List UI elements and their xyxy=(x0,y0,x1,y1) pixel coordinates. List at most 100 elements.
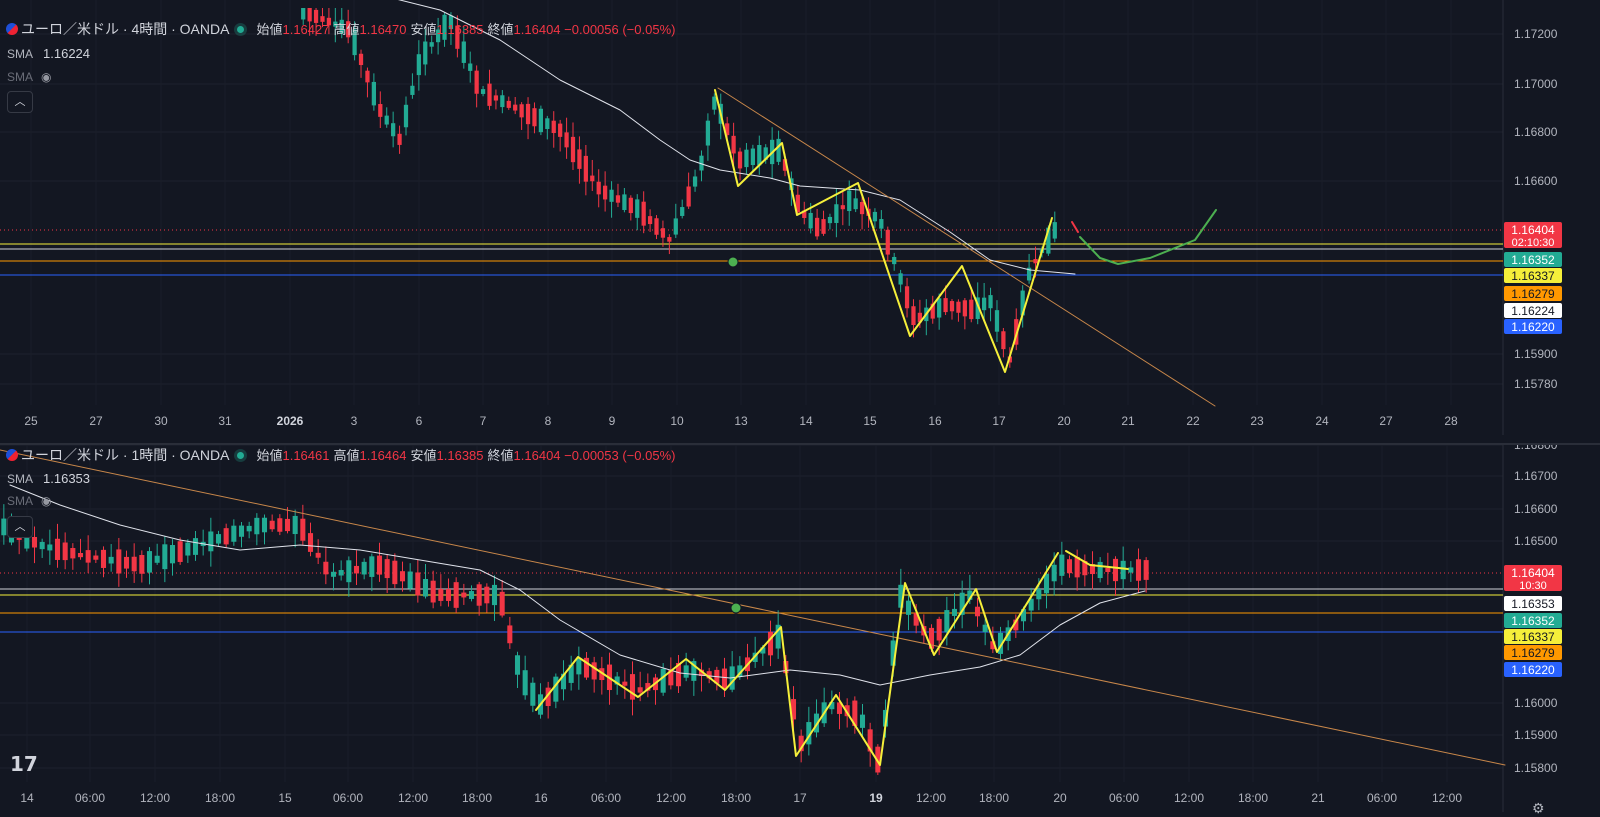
candle-body xyxy=(731,135,736,154)
candle-body xyxy=(668,669,674,686)
x-axis-tick-label: 30 xyxy=(154,414,168,428)
candle-body xyxy=(827,216,833,224)
candle-body xyxy=(139,555,145,574)
candle-body xyxy=(911,306,916,326)
eye-hidden-icon[interactable]: ◉ xyxy=(41,494,52,508)
eye-hidden-icon[interactable]: ◉ xyxy=(41,70,52,84)
candle-body xyxy=(487,83,492,106)
x-axis-tick-label: 7 xyxy=(480,414,487,428)
candle-body xyxy=(1074,556,1080,578)
x-axis-tick-label: 21 xyxy=(1121,414,1135,428)
market-status-icon xyxy=(237,452,245,459)
candle-body xyxy=(673,218,678,235)
candle-body xyxy=(215,534,222,544)
candle-body xyxy=(628,197,633,214)
chart-pane-4h[interactable]: 1.17200 1.17000 1.16800 1.16600 1.15900 1.157… xyxy=(0,0,1600,443)
candle-body xyxy=(1052,222,1057,239)
candle-body xyxy=(699,155,704,171)
sma-hidden-indicator-legend[interactable]: SMA ◉ xyxy=(7,70,52,84)
price-tag-countdown: 02:10:30 xyxy=(1512,237,1555,249)
symbol-title[interactable]: ユーロ／米ドル · 4時間 · OANDA xyxy=(21,21,230,37)
price-tag-label: 1.16352 xyxy=(1511,253,1555,267)
candle-body xyxy=(990,641,996,650)
collapse-legend-button[interactable]: ︿ xyxy=(7,91,33,113)
x-axis-tick-label: 3 xyxy=(351,414,358,428)
close-value: 1.16404 xyxy=(513,448,561,463)
candle-body xyxy=(93,555,99,560)
candle-body xyxy=(24,528,30,549)
symbol-legend[interactable]: ユーロ／米ドル · 4時間 · OANDA 始値1.16427 高値1.16470 安… xyxy=(6,19,675,39)
open-value: 1.16461 xyxy=(282,448,330,463)
candle-body xyxy=(560,673,567,690)
candle-body xyxy=(570,136,576,163)
x-axis-tick-label: 8 xyxy=(545,414,552,428)
candle-body xyxy=(499,591,505,616)
candle-body xyxy=(890,640,896,666)
candle-body xyxy=(1026,267,1032,281)
x-axis-tick-label: 28 xyxy=(1444,414,1458,428)
candle-body xyxy=(284,518,291,532)
x-axis-tick-label: 12:00 xyxy=(916,791,946,805)
candle-body xyxy=(737,151,743,169)
candle-body xyxy=(1028,598,1034,611)
candle-body xyxy=(474,70,479,94)
sma-name: SMA xyxy=(7,70,34,84)
candle-body xyxy=(834,204,839,223)
chart-pane-1h[interactable]: 1.16800 1.16700 1.16600 1.16500 1.16000 1.159… xyxy=(0,445,1600,817)
collapse-legend-button[interactable]: ︿ xyxy=(7,516,33,538)
candle-body xyxy=(892,256,897,265)
sma-hidden-indicator-legend[interactable]: SMA ◉ xyxy=(7,494,52,508)
candle-body xyxy=(480,89,486,94)
candle-body xyxy=(70,548,76,559)
x-axis-tick-label: 18:00 xyxy=(979,791,1009,805)
symbol-title[interactable]: ユーロ／米ドル · 1時間 · OANDA xyxy=(21,447,230,463)
candle-body xyxy=(622,681,628,686)
price-tag xyxy=(1504,286,1562,301)
candle-body xyxy=(706,671,712,679)
chevron-up-icon: ︿ xyxy=(14,96,26,108)
candle-body xyxy=(956,301,961,313)
candle-body xyxy=(323,561,329,575)
price-chart-1h[interactable]: 1.16800 1.16700 1.16600 1.16500 1.16000 1.159… xyxy=(0,445,1600,817)
candle-body xyxy=(712,96,717,110)
sma-name: SMA xyxy=(7,47,34,61)
candle-body xyxy=(365,70,370,83)
sma-indicator-legend[interactable]: SMA 1.16224 xyxy=(7,46,90,61)
candle-body xyxy=(691,661,697,681)
change-value: −0.00056 (−0.05%) xyxy=(564,22,676,37)
candle-body xyxy=(403,104,409,128)
candle-body xyxy=(300,518,306,541)
drawn-wave-path xyxy=(535,552,1059,766)
x-axis-tick-label: 17 xyxy=(793,791,807,805)
x-axis-tick-label: 23 xyxy=(1250,414,1264,428)
change-value: −0.00053 (−0.05%) xyxy=(564,448,676,463)
candle-body xyxy=(430,580,436,603)
x-axis-tick-label: 20 xyxy=(1053,791,1067,805)
candle-body xyxy=(491,584,498,606)
symbol-legend[interactable]: ユーロ／米ドル · 1時間 · OANDA 始値1.16461 高値1.16464 安… xyxy=(6,445,675,465)
candle-body xyxy=(238,525,245,537)
candle-body xyxy=(493,95,499,101)
candle-body xyxy=(898,273,903,285)
sma-line xyxy=(397,0,1076,275)
price-tag xyxy=(1504,565,1562,591)
tradingview-logo[interactable]: 17 xyxy=(10,752,38,776)
sma-indicator-legend[interactable]: SMA 1.16353 xyxy=(7,471,90,486)
price-tag xyxy=(1504,645,1562,660)
candle-body xyxy=(564,132,569,148)
candle-body xyxy=(307,533,314,552)
candle-body xyxy=(1013,619,1019,631)
close-value: 1.16404 xyxy=(513,22,561,37)
candle-body xyxy=(361,561,367,575)
candle-body xyxy=(867,729,873,752)
gear-icon[interactable]: ⚙ xyxy=(1532,800,1545,816)
candle-body xyxy=(397,133,402,145)
candle-body xyxy=(847,190,852,212)
candle-body xyxy=(647,216,653,225)
candle-body xyxy=(146,551,153,573)
close-label: 終値 xyxy=(487,448,514,463)
price-chart-4h[interactable]: 1.17200 1.17000 1.16800 1.16600 1.15900 1.157… xyxy=(0,0,1600,443)
candle-body xyxy=(951,608,958,616)
candle-body xyxy=(353,565,360,574)
pane-divider[interactable] xyxy=(0,443,1600,445)
